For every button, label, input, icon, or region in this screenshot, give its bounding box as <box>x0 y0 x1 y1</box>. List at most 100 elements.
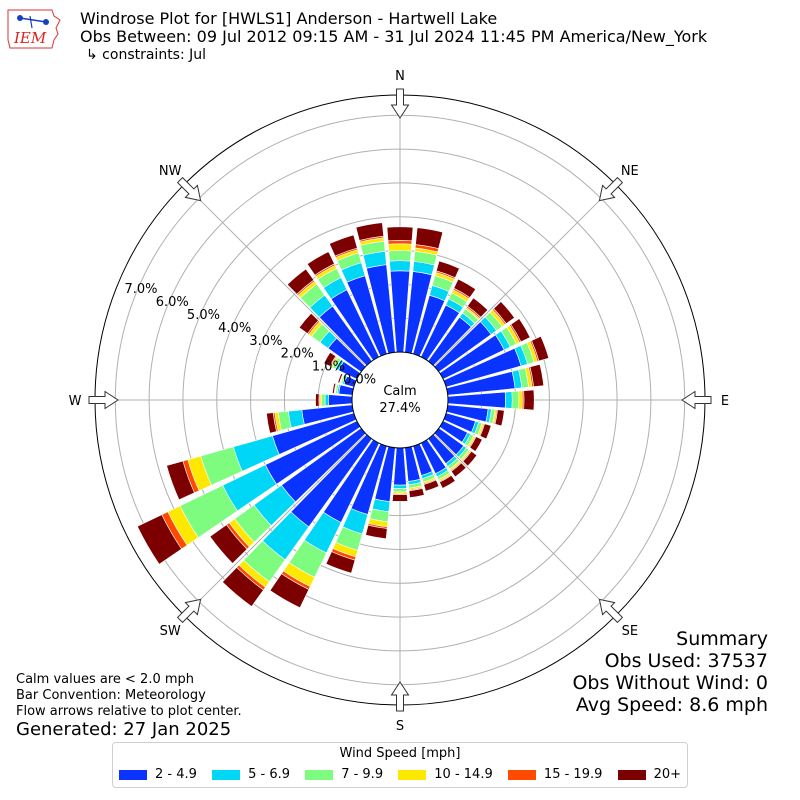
windrose-bar-segment <box>387 243 413 252</box>
legend-label: 15 - 19.9 <box>543 767 603 782</box>
windrose-bar-segment <box>493 301 515 325</box>
windrose-bar-segment <box>221 567 264 607</box>
windrose-bar-segment <box>321 393 326 407</box>
windrose-bar-segment <box>435 260 460 279</box>
flow-arrow-icon <box>598 598 624 624</box>
legend-label: 10 - 14.9 <box>434 767 493 782</box>
chart-subtitle: Obs Between: 09 Jul 2012 09:15 AM - 31 J… <box>80 27 708 46</box>
windrose-bar-segment <box>529 363 544 387</box>
flow-note: Flow arrows relative to plot center. <box>16 704 242 719</box>
summary-title: Summary <box>676 628 768 650</box>
flow-arrow-icon <box>88 390 119 410</box>
summary-obs-used: Obs Used: 37537 <box>604 650 768 672</box>
legend-item: 20+ <box>617 767 681 782</box>
compass-label-se: SE <box>622 624 638 639</box>
windrose-bar-segment <box>511 390 520 410</box>
windrose-bar-segment <box>286 268 315 295</box>
windrose-bar-segment <box>469 436 483 452</box>
windrose-bar-segment <box>504 391 513 409</box>
legend-swatch <box>305 769 334 780</box>
flow-arrow-icon <box>176 176 202 202</box>
windrose-bar-segment <box>462 450 478 467</box>
legend-title: Wind Speed [mph] <box>339 746 461 761</box>
grid-spoke <box>183 433 367 617</box>
radial-tick-label: 7.0% <box>124 282 157 297</box>
windrose-bar-segment <box>479 423 492 440</box>
grid-spoke <box>433 433 617 617</box>
legend-label: 5 - 6.9 <box>248 767 290 782</box>
legend-item: 7 - 9.9 <box>305 767 383 782</box>
windrose-bar-segment <box>387 240 413 245</box>
flow-arrow-icon <box>390 88 410 119</box>
compass-label-w: W <box>69 394 82 409</box>
flow-arrow-icon <box>390 681 410 712</box>
legend-item: 5 - 6.9 <box>212 767 290 782</box>
windrose-bar-segment <box>518 390 523 410</box>
windrose-bar-segment <box>324 394 329 406</box>
radial-tick-label: 1.0% <box>312 360 345 375</box>
windrose-bar-segment <box>337 373 344 384</box>
flow-arrow-icon <box>598 176 624 202</box>
windrose-bar-segment <box>355 222 384 241</box>
windrose-bar-segment <box>365 524 388 539</box>
summary-avg-speed: Avg Speed: 8.6 mph <box>575 694 768 716</box>
flow-arrow-icon <box>681 390 712 410</box>
legend-label: 20+ <box>653 767 681 782</box>
generated-date: Generated: 27 Jan 2025 <box>16 719 232 740</box>
compass-label-e: E <box>721 394 729 409</box>
legend: Wind Speed [mph] 2 - 4.9 5 - 6.9 7 - 9.9 10… <box>112 742 688 788</box>
windrose-bar-segment <box>386 226 414 242</box>
legend-swatch <box>507 769 536 780</box>
windrose-bar-segment <box>298 312 319 334</box>
legend-swatch <box>617 769 646 780</box>
windrose-bar-segment <box>209 524 248 564</box>
flow-arrow-icon <box>176 598 202 624</box>
legend-label: 7 - 9.9 <box>341 767 384 782</box>
windrose-bar-segment <box>510 318 531 343</box>
legend-item: 15 - 19.9 <box>507 767 603 782</box>
radial-tick-label: 6.0% <box>156 295 189 310</box>
grid-spoke <box>183 183 367 367</box>
compass-label-n: N <box>395 69 405 84</box>
compass-label-ne: NE <box>621 164 639 179</box>
chart-constraints: ↳ constraints: Jul <box>86 47 207 63</box>
radial-tick-label: 3.0% <box>249 334 282 349</box>
windrose-bar-segment <box>415 227 444 249</box>
windrose-bar-segment <box>392 488 408 493</box>
calm-label: Calm <box>383 384 416 399</box>
windrose-bar-segment <box>523 389 535 411</box>
calm-circle <box>351 351 449 449</box>
compass-label-nw: NW <box>159 164 182 179</box>
windrose-bar-segment <box>393 484 407 489</box>
iem-logo-text: IEM <box>13 29 47 47</box>
windrose-bar-segment <box>439 474 456 489</box>
iem-logo: IEM <box>7 9 61 49</box>
windrose-bar-segment <box>388 250 412 262</box>
legend-item: 10 - 14.9 <box>398 767 493 782</box>
windrose-bar-segment <box>323 351 337 367</box>
windrose-bar-segment <box>136 514 182 565</box>
summary-block: Summary Obs Used: 37537 Obs Without Wind… <box>572 628 768 716</box>
calm-note: Calm values are < 2.0 mph <box>16 672 195 687</box>
radial-tick-label: 0.0% <box>343 373 376 388</box>
chart-title: Windrose Plot for [HWLS1] Anderson - Har… <box>80 9 498 28</box>
windrose-bar-segment <box>269 573 310 609</box>
windrose-bar-segment <box>306 251 335 276</box>
windrose-bar-segment <box>453 278 477 298</box>
legend-item: 2 - 4.9 <box>119 767 197 782</box>
legend-items: 2 - 4.9 5 - 6.9 7 - 9.9 10 - 14.9 15 - 19.9 2… <box>119 767 681 782</box>
windrose-bar-segment <box>393 447 407 486</box>
windrose-bar-segment <box>423 479 440 492</box>
legend-swatch <box>398 769 427 780</box>
windrose-bar-segment <box>325 551 356 574</box>
windrose-bar-segment <box>450 462 467 478</box>
windrose-bar-segment <box>392 494 408 502</box>
windrose-bar-segment <box>332 382 337 394</box>
windrose-bar-segment <box>315 393 320 407</box>
legend-swatch <box>212 769 241 780</box>
radial-tick-label: 2.0% <box>281 347 314 362</box>
windrose-bar-segment <box>328 394 353 406</box>
notes-block: Calm values are < 2.0 mph Bar Convention… <box>16 672 242 720</box>
compass-label-sw: SW <box>160 624 181 639</box>
